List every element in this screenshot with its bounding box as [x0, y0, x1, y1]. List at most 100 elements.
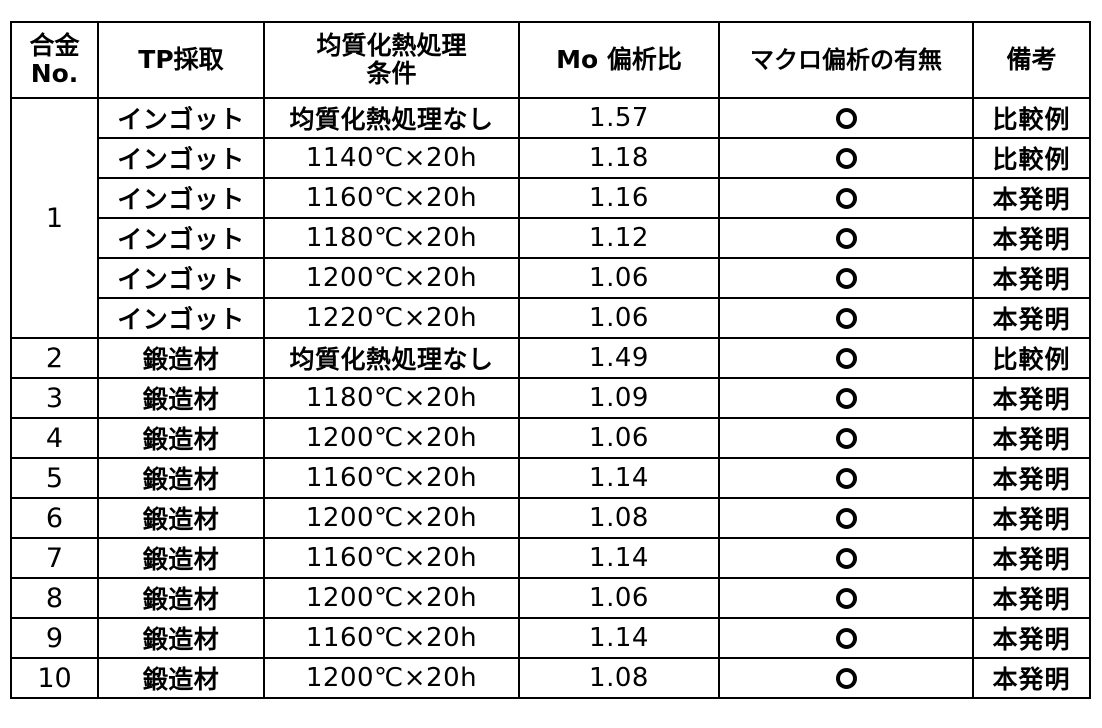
cell-mo-segregation-ratio: 1.14: [518, 617, 720, 659]
cell-remarks: 本発明: [972, 577, 1091, 619]
cell-tp-source: 鍛造材: [97, 417, 265, 459]
column-header-alloy-no-line2: No.: [30, 59, 79, 88]
cell-tp-source: インゴット: [97, 257, 265, 299]
cell-homogenizing-conditions: 1200℃×20h: [263, 257, 520, 299]
cell-macro-segregation: [718, 457, 974, 499]
circle-mark-icon: [835, 587, 857, 609]
table-body: 1 インゴット 均質化熱処理なし 1.57 比較例 インゴット 1140℃×20h 1.18 比…: [10, 97, 1091, 699]
cell-tp-source: 鍛造材: [97, 617, 265, 659]
cell-remarks: 本発明: [972, 417, 1091, 459]
circle-mark-icon: [835, 467, 857, 489]
table-header: 合金 No. TP採取 均質化熱処理 条件 Mo 偏析比 マクロ偏析の有無 備考: [10, 21, 1091, 99]
cell-alloy-no: 1: [10, 97, 99, 339]
cell-macro-segregation: [718, 417, 974, 459]
cell-mo-segregation-ratio: 1.06: [518, 297, 720, 339]
cell-remarks: 比較例: [972, 137, 1091, 179]
cell-remarks: 本発明: [972, 657, 1091, 699]
cell-macro-segregation: [718, 657, 974, 699]
cell-homogenizing-conditions: 1180℃×20h: [263, 217, 520, 259]
table-row: インゴット 1140℃×20h 1.18 比較例: [11, 137, 1091, 179]
table-row: 9 鍛造材 1160℃×20h 1.14 本発明: [10, 617, 1091, 659]
circle-mark-icon: [835, 227, 857, 249]
circle-mark-icon: [835, 387, 857, 409]
cell-tp-source: インゴット: [97, 137, 265, 179]
cell-homogenizing-conditions: 1200℃×20h: [263, 417, 520, 459]
cell-homogenizing-conditions: 1180℃×20h: [263, 377, 520, 419]
cell-remarks: 本発明: [972, 497, 1091, 539]
cell-remarks: 本発明: [972, 617, 1091, 659]
cell-tp-source: 鍛造材: [97, 377, 265, 419]
table-row: インゴット 1200℃×20h 1.06 本発明: [11, 257, 1091, 299]
cell-mo-segregation-ratio: 1.06: [518, 417, 720, 459]
segregation-results-table: 合金 No. TP採取 均質化熱処理 条件 Mo 偏析比 マクロ偏析の有無 備考: [10, 21, 1091, 699]
column-header-tp-source: TP採取: [97, 21, 265, 99]
circle-mark-icon: [835, 627, 857, 649]
cell-mo-segregation-ratio: 1.08: [518, 497, 720, 539]
cell-alloy-no: 7: [10, 537, 99, 579]
cell-macro-segregation: [718, 337, 974, 379]
table-row: 3 鍛造材 1180℃×20h 1.09 本発明: [10, 377, 1091, 419]
cell-tp-source: 鍛造材: [97, 577, 265, 619]
cell-alloy-no: 9: [10, 617, 99, 659]
cell-mo-segregation-ratio: 1.14: [518, 537, 720, 579]
cell-homogenizing-conditions: 均質化熱処理なし: [263, 337, 520, 379]
column-header-mo-segregation-ratio-line1: Mo 偏析比: [556, 45, 682, 74]
circle-mark-icon: [835, 667, 857, 689]
circle-mark-icon: [835, 547, 857, 569]
column-header-macro-segregation-line1: マクロ偏析の有無: [750, 45, 942, 74]
circle-mark-icon: [835, 427, 857, 449]
cell-remarks: 本発明: [972, 537, 1091, 579]
cell-mo-segregation-ratio: 1.08: [518, 657, 720, 699]
column-header-remarks-line1: 備考: [1006, 45, 1057, 74]
column-header-alloy-no: 合金 No.: [10, 21, 99, 99]
cell-alloy-no: 8: [10, 577, 99, 619]
cell-homogenizing-conditions: 1160℃×20h: [263, 537, 520, 579]
cell-mo-segregation-ratio: 1.12: [518, 217, 720, 259]
cell-macro-segregation: [718, 297, 974, 339]
cell-mo-segregation-ratio: 1.18: [518, 137, 720, 179]
cell-remarks: 本発明: [972, 257, 1091, 299]
cell-macro-segregation: [718, 617, 974, 659]
cell-tp-source: 鍛造材: [97, 537, 265, 579]
circle-mark-icon: [835, 107, 857, 129]
cell-remarks: 本発明: [972, 377, 1091, 419]
table-row: 10 鍛造材 1200℃×20h 1.08 本発明: [10, 657, 1091, 699]
table-row: インゴット 1220℃×20h 1.06 本発明: [11, 297, 1091, 339]
column-header-homogenizing-conditions-line2: 条件: [366, 59, 417, 88]
cell-macro-segregation: [718, 257, 974, 299]
cell-tp-source: 鍛造材: [97, 337, 265, 379]
cell-alloy-no: 3: [10, 377, 99, 419]
cell-homogenizing-conditions: 1140℃×20h: [263, 137, 520, 179]
cell-remarks: 本発明: [972, 457, 1091, 499]
cell-alloy-no: 6: [10, 497, 99, 539]
circle-mark-icon: [835, 307, 857, 329]
cell-mo-segregation-ratio: 1.06: [518, 257, 720, 299]
cell-remarks: 本発明: [972, 217, 1091, 259]
column-header-alloy-no-line1: 合金: [29, 31, 80, 60]
cell-tp-source: インゴット: [97, 177, 265, 219]
column-header-homogenizing-conditions-line1: 均質化熱処理: [316, 31, 467, 60]
cell-macro-segregation: [718, 137, 974, 179]
column-header-mo-segregation-ratio: Mo 偏析比: [518, 21, 720, 99]
table-row: 7 鍛造材 1160℃×20h 1.14 本発明: [10, 537, 1091, 579]
cell-remarks: 比較例: [972, 97, 1091, 139]
cell-mo-segregation-ratio: 1.14: [518, 457, 720, 499]
column-header-macro-segregation: マクロ偏析の有無: [718, 21, 974, 99]
table-row: インゴット 1180℃×20h 1.12 本発明: [11, 217, 1091, 259]
column-header-tp-source-line1: TP採取: [138, 45, 224, 74]
cell-macro-segregation: [718, 377, 974, 419]
cell-mo-segregation-ratio: 1.49: [518, 337, 720, 379]
cell-homogenizing-conditions: 1220℃×20h: [263, 297, 520, 339]
cell-tp-source: 鍛造材: [97, 657, 265, 699]
cell-tp-source: インゴット: [97, 217, 265, 259]
cell-homogenizing-conditions: 1160℃×20h: [263, 457, 520, 499]
cell-mo-segregation-ratio: 1.57: [518, 97, 720, 139]
table-row: 5 鍛造材 1160℃×20h 1.14 本発明: [10, 457, 1091, 499]
circle-mark-icon: [835, 267, 857, 289]
cell-remarks: 本発明: [972, 297, 1091, 339]
circle-mark-icon: [835, 507, 857, 529]
cell-tp-source: インゴット: [97, 97, 265, 139]
cell-macro-segregation: [718, 577, 974, 619]
cell-homogenizing-conditions: 1200℃×20h: [263, 577, 520, 619]
cell-mo-segregation-ratio: 1.16: [518, 177, 720, 219]
